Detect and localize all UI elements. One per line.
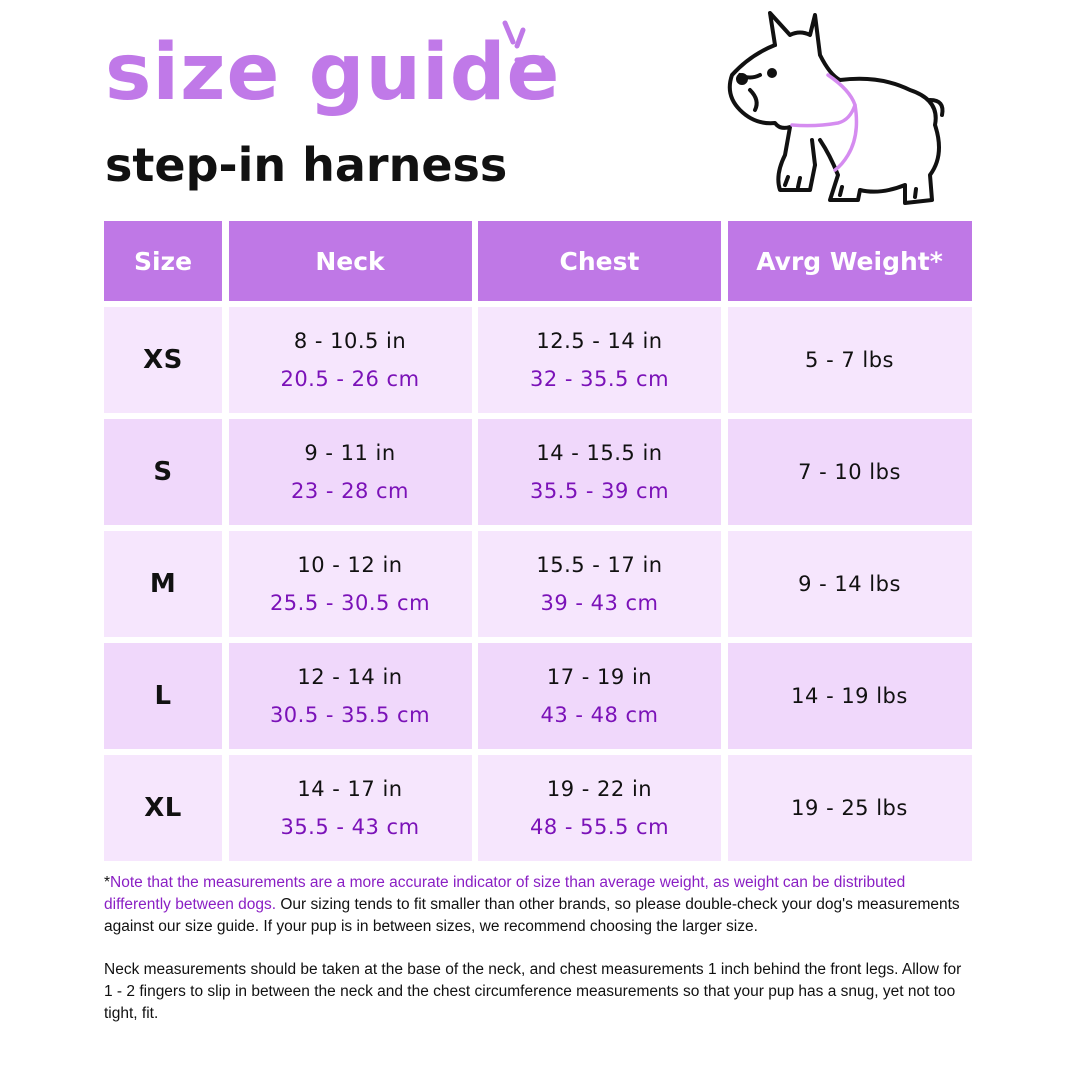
weight-range: 14 - 19 lbs <box>791 684 908 708</box>
neck-cm: 30.5 - 35.5 cm <box>269 703 431 727</box>
size-cell: S <box>104 419 222 525</box>
neck-cm: 23 - 28 cm <box>290 479 410 503</box>
header-neck: Neck <box>228 221 472 301</box>
sizing-note: *Note that the measurements are a more a… <box>104 874 960 935</box>
neck-cm: 35.5 - 43 cm <box>280 815 420 839</box>
chest-inches: 19 - 22 in <box>546 777 653 801</box>
size-cell: XL <box>104 755 222 861</box>
neck-cell: 9 - 11 in 23 - 28 cm <box>228 419 472 525</box>
neck-inches: 14 - 17 in <box>297 777 403 801</box>
header-size: Size <box>104 221 222 301</box>
size-label: S <box>153 457 173 487</box>
notes: *Note that the measurements are a more a… <box>104 872 974 1046</box>
size-cell: M <box>104 531 222 637</box>
weight-cell: 19 - 25 lbs <box>727 755 972 861</box>
chest-cell: 12.5 - 14 in 32 - 35.5 cm <box>478 307 721 413</box>
measuring-note: Neck measurements should be taken at the… <box>104 961 962 1022</box>
chest-cell: 14 - 15.5 in 35.5 - 39 cm <box>478 419 721 525</box>
neck-inches: 10 - 12 in <box>297 553 403 577</box>
size-label: M <box>149 569 177 599</box>
weight-cell: 5 - 7 lbs <box>727 307 972 413</box>
neck-cell: 10 - 12 in 25.5 - 30.5 cm <box>228 531 472 637</box>
size-table: Size Neck Chest Avrg Weight* XS 8 - 10.5 … <box>104 221 972 861</box>
fit-note: Our sizing tends to fit smaller than oth… <box>104 896 960 935</box>
chest-inches: 15.5 - 17 in <box>536 553 663 577</box>
header-chest: Chest <box>478 221 721 301</box>
size-label: XS <box>143 345 183 375</box>
sparkle-icon <box>502 20 546 63</box>
size-cell: XS <box>104 307 222 413</box>
page-subtitle: step-in harness <box>105 138 508 192</box>
neck-cell: 14 - 17 in 35.5 - 43 cm <box>228 755 472 861</box>
size-label: XL <box>144 793 182 823</box>
chest-cm: 39 - 43 cm <box>540 591 659 615</box>
weight-cell: 14 - 19 lbs <box>727 643 972 749</box>
accuracy-note: Note that the measurements are a more ac… <box>104 874 906 913</box>
chest-cm: 43 - 48 cm <box>540 703 659 727</box>
weight-range: 7 - 10 lbs <box>798 460 901 484</box>
chest-inches: 12.5 - 14 in <box>536 329 663 353</box>
neck-cell: 8 - 10.5 in 20.5 - 26 cm <box>228 307 472 413</box>
weight-range: 9 - 14 lbs <box>798 572 901 596</box>
chest-cell: 15.5 - 17 in 39 - 43 cm <box>478 531 721 637</box>
neck-cell: 12 - 14 in 30.5 - 35.5 cm <box>228 643 472 749</box>
chest-cell: 19 - 22 in 48 - 55.5 cm <box>478 755 721 861</box>
chest-inches: 14 - 15.5 in <box>536 441 663 465</box>
chest-cell: 17 - 19 in 43 - 48 cm <box>478 643 721 749</box>
weight-cell: 9 - 14 lbs <box>727 531 972 637</box>
chest-cm: 48 - 55.5 cm <box>529 815 670 839</box>
neck-inches: 12 - 14 in <box>297 665 403 689</box>
header-weight: Avrg Weight* <box>727 221 972 301</box>
size-label: L <box>154 681 172 711</box>
neck-cm: 25.5 - 30.5 cm <box>269 591 431 615</box>
page-title: size guide <box>105 28 561 118</box>
chest-cm: 35.5 - 39 cm <box>529 479 670 503</box>
weight-range: 19 - 25 lbs <box>791 796 908 820</box>
neck-cm: 20.5 - 26 cm <box>280 367 420 391</box>
chest-cm: 32 - 35.5 cm <box>529 367 670 391</box>
weight-cell: 7 - 10 lbs <box>727 419 972 525</box>
weight-range: 5 - 7 lbs <box>805 348 894 372</box>
size-cell: L <box>104 643 222 749</box>
chest-inches: 17 - 19 in <box>546 665 653 689</box>
neck-inches: 9 - 11 in <box>304 441 396 465</box>
neck-inches: 8 - 10.5 in <box>293 329 407 353</box>
french-bulldog-illustration <box>727 11 945 205</box>
